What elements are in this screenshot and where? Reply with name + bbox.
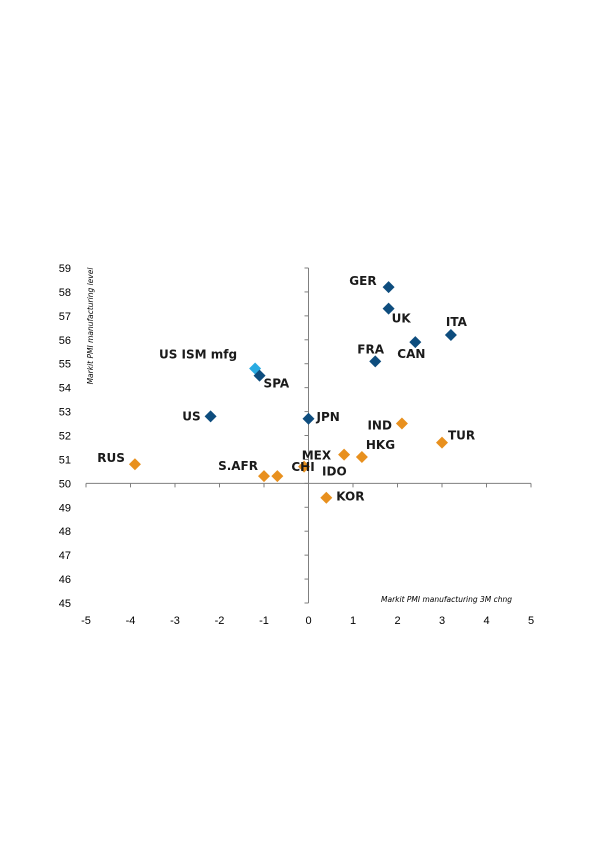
- point-label-kor: KOR: [336, 490, 364, 504]
- point-label-us: US: [182, 409, 200, 423]
- data-points: [128, 281, 457, 504]
- x-tick-label: 2: [394, 615, 400, 627]
- y-tick-label: 56: [59, 335, 71, 347]
- y-tick-label: 52: [59, 431, 71, 443]
- point-label-fra: FRA: [357, 342, 384, 356]
- y-tick-label: 54: [59, 383, 71, 395]
- x-axis-title: Markit PMI manufacturing 3M chng: [381, 595, 512, 604]
- point-label-uk: UK: [392, 312, 412, 326]
- x-tick-label: 3: [439, 615, 445, 627]
- x-tick-label: -3: [170, 615, 180, 627]
- data-point-us: [204, 410, 217, 423]
- y-axis-title: Markit PMI manufacturing level: [86, 267, 95, 385]
- data-point-spa: [253, 369, 266, 382]
- data-point-jpn: [302, 412, 315, 425]
- point-label-tur: TUR: [448, 429, 475, 443]
- point-label-can: CAN: [397, 347, 425, 361]
- axes: [85, 267, 532, 604]
- data-point-hkg: [355, 451, 368, 464]
- x-tick-label: -1: [259, 615, 269, 627]
- point-label-ita: ITA: [446, 315, 468, 329]
- point-label-spa: SPA: [264, 377, 290, 391]
- data-point-chi: [271, 470, 284, 483]
- point-label-hkg: HKG: [366, 438, 395, 452]
- data-point-kor: [320, 491, 333, 504]
- data-point-uk: [382, 302, 395, 315]
- y-tick-label: 58: [59, 287, 71, 299]
- tick-labels: -5 -4 -3 -2 -1 0 1 2 3 4 5454647484950515253545556…: [59, 263, 534, 627]
- data-point-fra: [369, 355, 382, 368]
- point-label-s-afr: S.AFR: [218, 459, 258, 473]
- y-tick-label: 55: [59, 359, 71, 371]
- x-tick-label: -5: [81, 615, 91, 627]
- x-tick-label: 1: [350, 615, 356, 627]
- y-tick-label: 48: [59, 526, 71, 538]
- data-point-s-afr: [258, 470, 270, 483]
- y-tick-label: 57: [59, 311, 71, 323]
- x-tick-label: 0: [305, 615, 311, 627]
- y-tick-label: 46: [59, 574, 71, 586]
- x-tick-label: 4: [483, 615, 489, 627]
- point-label-mex: MEX: [302, 449, 332, 463]
- x-tick-label: 5: [528, 615, 534, 627]
- x-tick-label: -4: [126, 615, 136, 627]
- point-labels: GER UK ITA CAN FRA US ISM mfg SPA US JPN IND TUR HK…: [97, 274, 475, 504]
- y-tick-label: 51: [59, 454, 71, 466]
- data-point-ind: [395, 417, 408, 430]
- point-label-us-ism-mfg: US ISM mfg: [159, 348, 237, 362]
- data-point-ger: [382, 281, 395, 294]
- y-tick-label: 45: [59, 598, 71, 610]
- data-point-ido: [298, 460, 311, 473]
- y-tick-label: 49: [59, 502, 71, 514]
- y-tick-label: 59: [59, 263, 71, 275]
- point-label-chi: CHI: [291, 460, 314, 474]
- point-label-jpn: JPN: [316, 410, 340, 424]
- y-tick-label: 50: [59, 478, 71, 490]
- data-point-rus: [128, 458, 141, 471]
- x-tick-label: -2: [215, 615, 225, 627]
- data-point-mex: [338, 448, 351, 461]
- data-point-can: [409, 336, 422, 349]
- y-tick-label: 47: [59, 550, 71, 562]
- point-label-ger: GER: [349, 274, 376, 288]
- point-label-ind: IND: [367, 419, 392, 433]
- data-point-tur: [436, 436, 448, 449]
- data-point-ita: [444, 329, 457, 341]
- y-tick-label: 53: [59, 407, 71, 419]
- point-label-ido: IDO: [322, 465, 347, 479]
- point-label-rus: RUS: [97, 451, 125, 465]
